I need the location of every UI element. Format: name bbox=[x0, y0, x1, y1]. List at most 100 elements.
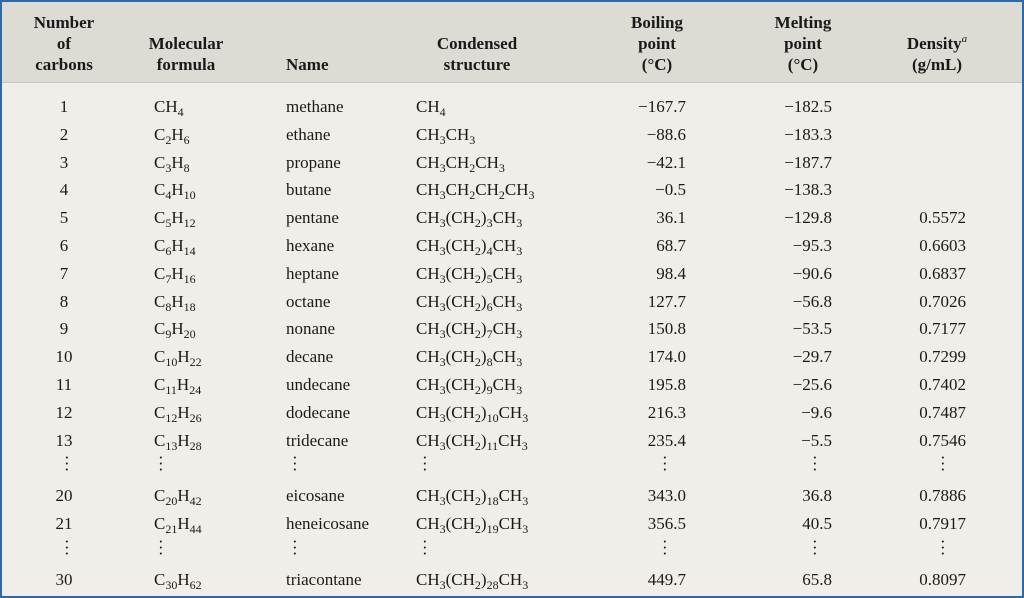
carbon-count: 13 bbox=[55, 430, 73, 450]
melting-point: −5.5 bbox=[801, 430, 832, 450]
condensed-structure: CH3(CH2)5CH3 bbox=[416, 263, 523, 286]
condensed-structure: CH3(CH2)9CH3 bbox=[416, 375, 523, 397]
vertical-ellipsis: · · · bbox=[662, 531, 668, 563]
condensed-structure: CH3CH2CH2CH3 bbox=[416, 180, 535, 203]
density: 0.7546 bbox=[919, 430, 966, 450]
header-formula: Molecular formula bbox=[126, 33, 246, 75]
carbon-count: 10 bbox=[55, 347, 73, 367]
alkane-name: triacontane bbox=[286, 569, 362, 589]
header-boiling-line1: Boiling bbox=[631, 13, 683, 32]
header-carbons: Number of carbons bbox=[10, 12, 118, 75]
density: 0.5572 bbox=[919, 208, 966, 228]
boiling-point: 36.1 bbox=[656, 208, 686, 228]
carbon-count: 1 bbox=[59, 97, 69, 116]
melting-point: −90.6 bbox=[792, 263, 832, 283]
carbon-count: 11 bbox=[55, 375, 73, 394]
vertical-ellipsis: · · · bbox=[812, 531, 818, 563]
alkane-name: heneicosane bbox=[286, 514, 370, 533]
header-formula-line2: formula bbox=[156, 55, 216, 74]
vertical-ellipsis: · · · bbox=[422, 448, 428, 480]
condensed-structure: CH3(CH2)19CH3 bbox=[416, 514, 529, 536]
density: 0.7299 bbox=[919, 347, 966, 367]
carbon-count: 2 bbox=[59, 124, 69, 144]
condensed-structure: CH3(CH2)28CH3 bbox=[416, 569, 529, 592]
header-density: Densitya (g/mL) bbox=[882, 33, 992, 75]
carbon-count: 3 bbox=[59, 152, 69, 172]
carbon-count: 4 bbox=[59, 180, 69, 200]
density: 0.7487 bbox=[919, 402, 966, 422]
vertical-ellipsis: · · · bbox=[940, 448, 946, 480]
header-melting-line1: Melting bbox=[774, 13, 832, 32]
header-melting-line3: (°C) bbox=[787, 55, 819, 74]
boiling-point: 150.8 bbox=[647, 319, 686, 339]
carbon-count: 21 bbox=[55, 514, 73, 533]
boiling-point: −42.1 bbox=[646, 152, 686, 172]
alkane-name: dodecane bbox=[286, 402, 351, 422]
carbon-count: 6 bbox=[59, 236, 69, 255]
alkane-name: propane bbox=[286, 152, 341, 172]
melting-point: −29.7 bbox=[792, 347, 832, 367]
density: 0.8097 bbox=[919, 569, 966, 589]
melting-point: 65.8 bbox=[802, 569, 832, 589]
density-footnote-mark: a bbox=[961, 33, 968, 45]
condensed-structure: CH3(CH2)7CH3 bbox=[416, 319, 523, 342]
vertical-ellipsis: · · · bbox=[422, 531, 428, 563]
alkane-name: butane bbox=[286, 180, 332, 200]
molecular-formula: C10H22 bbox=[154, 347, 202, 370]
molecular-formula: C5H12 bbox=[154, 208, 196, 231]
vertical-ellipsis: · · · bbox=[940, 531, 946, 563]
header-melting: Melting point (°C) bbox=[758, 12, 848, 75]
carbon-count: 30 bbox=[55, 569, 73, 589]
alkane-name: nonane bbox=[286, 319, 336, 339]
melting-point: −25.6 bbox=[792, 375, 832, 394]
boiling-point: 235.4 bbox=[647, 430, 686, 450]
header-carbons-line2: of bbox=[56, 34, 72, 53]
boiling-point: 127.7 bbox=[647, 291, 686, 311]
alkane-name: heptane bbox=[286, 263, 339, 283]
header-name: Name bbox=[286, 55, 329, 74]
molecular-formula: C8H18 bbox=[154, 291, 196, 314]
carbon-count: 5 bbox=[59, 208, 69, 228]
boiling-point: −88.6 bbox=[646, 124, 686, 144]
table-row: 6 C6H14 hexane CH3(CH2)4CH3 68.7 −95.3 0.6603 bbox=[2, 231, 1022, 258]
alkane-name: undecane bbox=[286, 375, 351, 394]
density: 0.7402 bbox=[919, 375, 966, 394]
carbon-count: 7 bbox=[59, 263, 69, 283]
header-structure-line2: structure bbox=[443, 55, 511, 74]
header-structure-line1: Condensed bbox=[436, 34, 518, 53]
molecular-formula: C21H44 bbox=[154, 514, 202, 536]
carbon-count: 20 bbox=[55, 486, 73, 506]
density: 0.7026 bbox=[919, 291, 966, 311]
vertical-ellipsis: · · · bbox=[64, 448, 70, 480]
table-row: 5 C5H12 pentane CH3(CH2)3CH3 36.1 −129.8 0.557… bbox=[2, 203, 1022, 230]
table-header: Number of carbons Molecular formula Name… bbox=[2, 2, 1022, 83]
alkane-name: eicosane bbox=[286, 486, 345, 506]
condensed-structure: CH3(CH2)4CH3 bbox=[416, 236, 523, 258]
molecular-formula: C13H28 bbox=[154, 430, 202, 453]
header-carbons-line3: carbons bbox=[35, 55, 93, 74]
melting-point: −56.8 bbox=[792, 291, 832, 311]
condensed-structure: CH3(CH2)18CH3 bbox=[416, 486, 529, 509]
boiling-point: 68.7 bbox=[656, 236, 686, 255]
melting-point: −9.6 bbox=[801, 402, 832, 422]
table-row: 21 C21H44 heneicosane CH3(CH2)19CH3 356.5 40.… bbox=[2, 509, 1022, 536]
condensed-structure: CH3(CH2)3CH3 bbox=[416, 208, 523, 231]
vertical-ellipsis: · · · bbox=[158, 448, 164, 480]
boiling-point: 449.7 bbox=[647, 569, 686, 589]
molecular-formula: C12H26 bbox=[154, 402, 202, 425]
melting-point: 36.8 bbox=[802, 486, 832, 506]
density: 0.6603 bbox=[919, 236, 966, 255]
condensed-structure: CH3(CH2)10CH3 bbox=[416, 402, 529, 425]
header-melting-line2: point bbox=[784, 34, 822, 53]
melting-point: −53.5 bbox=[792, 319, 832, 339]
condensed-structure: CH3CH3 bbox=[416, 124, 476, 147]
molecular-formula: C7H16 bbox=[154, 263, 196, 286]
table-row: 30 C30H62 triacontane CH3(CH2)28CH3 449.7 65.… bbox=[2, 565, 1022, 592]
melting-point: −138.3 bbox=[784, 180, 832, 200]
table-row: 13 C13H28 tridecane CH3(CH2)11CH3 235.4 −5.5 0… bbox=[2, 426, 1022, 453]
vertical-ellipsis: · · · bbox=[158, 531, 164, 563]
condensed-structure: CH3CH2CH3 bbox=[416, 152, 505, 175]
molecular-formula: CH4 bbox=[154, 97, 184, 119]
boiling-point: −167.7 bbox=[638, 97, 686, 116]
density: 0.7886 bbox=[919, 486, 966, 506]
